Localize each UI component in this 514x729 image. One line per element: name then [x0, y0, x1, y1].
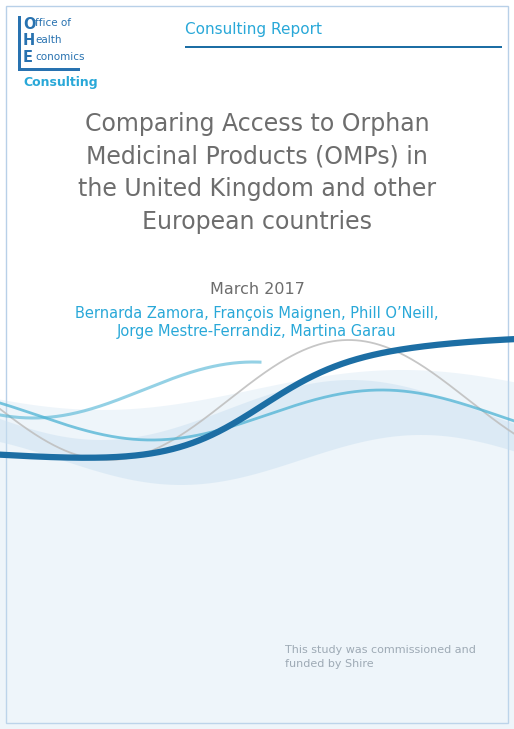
Text: March 2017: March 2017 — [210, 282, 304, 297]
Text: E: E — [23, 50, 33, 65]
Bar — [6, 370, 508, 717]
Text: ealth: ealth — [35, 35, 62, 45]
Text: O: O — [23, 17, 35, 32]
Text: ffice of: ffice of — [35, 18, 71, 28]
Bar — [185, 46, 502, 48]
Text: H: H — [23, 33, 35, 48]
Text: Consulting: Consulting — [23, 76, 98, 89]
FancyBboxPatch shape — [6, 6, 508, 723]
Text: Jorge Mestre-Ferrandiz, Martina Garau: Jorge Mestre-Ferrandiz, Martina Garau — [117, 324, 397, 339]
Text: Bernarda Zamora, François Maignen, Phill O’Neill,: Bernarda Zamora, François Maignen, Phill… — [75, 306, 439, 321]
Text: Consulting Report: Consulting Report — [185, 22, 322, 37]
Bar — [18, 16, 21, 68]
Text: Comparing Access to Orphan
Medicinal Products (OMPs) in
the United Kingdom and o: Comparing Access to Orphan Medicinal Pro… — [78, 112, 436, 234]
Text: This study was commissioned and
funded by Shire: This study was commissioned and funded b… — [285, 645, 476, 669]
Bar — [18, 68, 80, 71]
Text: conomics: conomics — [35, 52, 84, 62]
